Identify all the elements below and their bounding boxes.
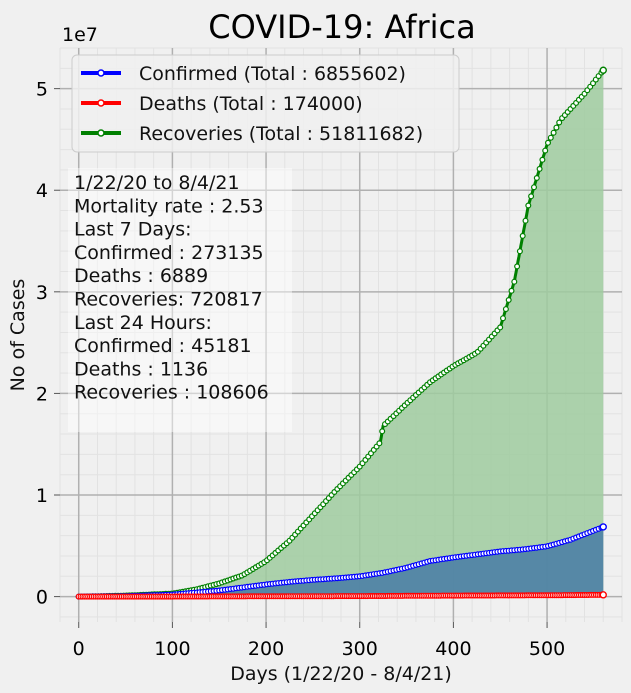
- y-tick-label: 5: [36, 79, 48, 101]
- x-tick-labels: 0 100 200 300 400 500: [73, 622, 565, 660]
- legend-label: Deaths (Total : 174000): [139, 93, 363, 115]
- series-area: [78, 70, 604, 597]
- data-point: [519, 232, 526, 239]
- info-line: Mortality rate : 2.53: [74, 195, 264, 217]
- x-tick-label: 0: [73, 638, 85, 660]
- data-point: [536, 165, 543, 172]
- info-line: Deaths : 6889: [74, 265, 208, 287]
- y-tick-label: 2: [36, 383, 48, 405]
- data-point: [533, 175, 540, 182]
- info-line: 1/22/20 to 8/4/21: [74, 172, 240, 194]
- data-point: [550, 129, 557, 136]
- legend-marker: [97, 129, 105, 137]
- data-point: [542, 147, 549, 154]
- data-point: [544, 139, 551, 146]
- series-area: [78, 526, 604, 597]
- info-line: Confirmed : 273135: [74, 242, 264, 264]
- legend-marker: [97, 99, 105, 107]
- legend-label: Confirmed (Total : 6855602): [139, 63, 406, 85]
- data-point: [556, 119, 563, 126]
- data-point: [514, 263, 521, 270]
- y-tick-labels: 0 1 2 3 4 5: [36, 79, 60, 609]
- data-point: [599, 66, 607, 74]
- x-axis-label: Days (1/22/20 - 8/4/21): [230, 663, 452, 685]
- y-axis-label: No of Cases: [7, 279, 29, 392]
- y-tick-label: 0: [36, 587, 48, 609]
- data-point: [539, 156, 546, 163]
- data-point: [500, 315, 507, 322]
- data-point: [528, 193, 535, 200]
- data-point: [516, 248, 523, 255]
- legend-label: Recoveries (Total : 51811682): [139, 123, 423, 145]
- info-box-bg: [68, 168, 292, 432]
- data-point: [525, 202, 532, 209]
- info-line: Recoveries: 720817: [74, 289, 263, 311]
- data-point: [599, 591, 607, 599]
- y-tick-label: 1: [36, 485, 48, 507]
- data-point: [522, 217, 529, 224]
- info-line: Confirmed : 45181: [74, 335, 252, 357]
- data-point: [599, 523, 607, 531]
- data-point: [508, 287, 515, 294]
- x-tick-label: 100: [154, 638, 190, 660]
- legend-marker: [97, 69, 105, 77]
- x-tick-label: 500: [529, 638, 565, 660]
- legend-box: [71, 54, 460, 153]
- data-point: [379, 428, 386, 435]
- data-point: [497, 324, 504, 331]
- data-point: [530, 184, 537, 191]
- data-point: [547, 134, 554, 141]
- y-tick-label: 4: [36, 180, 48, 202]
- x-tick-label: 400: [435, 638, 471, 660]
- data-point: [502, 306, 509, 313]
- series-markers: [75, 66, 607, 600]
- info-line: Deaths : 1136: [74, 358, 208, 380]
- y-tick-label: 3: [36, 282, 48, 304]
- data-point: [505, 297, 512, 304]
- info-line: Last 7 Days:: [74, 219, 192, 241]
- x-tick-label: 200: [248, 638, 284, 660]
- legend: Confirmed (Total : 6855602) Deaths (Total…: [71, 54, 460, 153]
- data-point: [553, 124, 560, 131]
- info-line: Last 24 Hours:: [74, 312, 212, 334]
- data-point: [511, 278, 518, 285]
- x-tick-label: 300: [342, 638, 378, 660]
- info-line: Recoveries : 108606: [74, 382, 269, 404]
- data-point: [376, 440, 383, 447]
- y-offset-text: 1e7: [62, 24, 98, 46]
- chart-title: COVID-19: Africa: [208, 8, 475, 46]
